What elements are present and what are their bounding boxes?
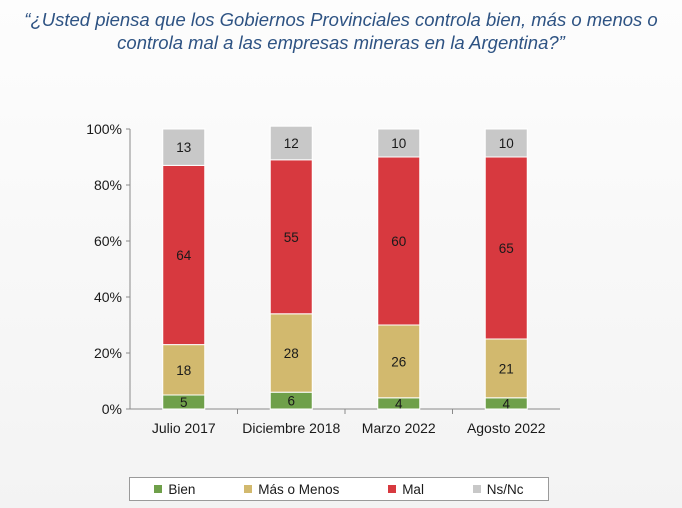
data-label-mas-o-menos: 18 xyxy=(176,363,191,378)
legend-swatch-mas-o-menos xyxy=(244,485,253,493)
bar-segment-ns-nc xyxy=(377,128,421,158)
data-label-mas-o-menos: 28 xyxy=(284,346,299,361)
stacked-bar-chart: 0% 20% 40% 60% 80% 100% 5 18 64 13 Julio 2017 6 28 55… xyxy=(86,121,560,436)
data-label-bien: 4 xyxy=(502,396,510,411)
data-label-ns-nc: 10 xyxy=(499,136,514,151)
bar-segment-mal xyxy=(484,156,528,340)
legend-label-mas-o-menos: Más o Menos xyxy=(258,481,340,497)
legend-swatch-ns-nc xyxy=(472,485,481,493)
chart-title: “¿Usted piensa que los Gobiernos Provinc… xyxy=(8,8,674,54)
legend-label-mal: Mal xyxy=(402,481,424,497)
y-tick-label: 20% xyxy=(94,345,122,361)
data-label-ns-nc: 12 xyxy=(284,136,299,151)
data-label-bien: 6 xyxy=(287,394,295,409)
data-label-mal: 60 xyxy=(391,234,406,249)
bar-segment-ns-nc xyxy=(162,128,206,166)
bar-segment-mas-o-menos xyxy=(484,338,528,399)
data-label-bien: 4 xyxy=(395,396,403,411)
y-tick-label: 100% xyxy=(86,121,122,137)
y-tick-label: 80% xyxy=(94,177,122,193)
bar-segment-mal xyxy=(269,159,313,315)
bar-segment-ns-nc xyxy=(484,128,528,158)
legend-item-bien: Bien xyxy=(154,482,195,497)
title-line-1: “¿Usted piensa que los Gobiernos Provinc… xyxy=(24,9,658,30)
legend-label-bien: Bien xyxy=(168,481,196,497)
y-tick-label: 60% xyxy=(94,233,122,249)
legend-item-ns-nc: Ns/Nc xyxy=(472,481,524,497)
data-label-mal: 65 xyxy=(499,241,514,256)
data-label-mal: 64 xyxy=(176,248,192,263)
bar-segment-mas-o-menos xyxy=(377,324,421,399)
data-label-ns-nc: 10 xyxy=(391,136,406,151)
legend-item-mal: Mal xyxy=(388,482,424,497)
bar-segment-mas-o-menos xyxy=(162,344,206,396)
chart-legend: Bien Más o Menos Mal Ns/Nc xyxy=(129,477,549,501)
legend-item-mas-o-menos: Más o Menos xyxy=(244,482,339,497)
title-line-2: controla mal a las empresas mineras en l… xyxy=(117,32,565,53)
bar-segment-mas-o-menos xyxy=(269,313,313,393)
legend-label-ns-nc: Ns/Nc xyxy=(486,481,524,497)
x-tick-label: Diciembre 2018 xyxy=(242,420,340,436)
data-label-mas-o-menos: 26 xyxy=(391,354,406,369)
legend-swatch-mal xyxy=(388,485,397,493)
y-tick-label: 0% xyxy=(102,401,122,417)
x-tick-label: Marzo 2022 xyxy=(362,420,436,436)
bar-segment-ns-nc xyxy=(269,125,313,161)
bar-segment-mal xyxy=(162,164,206,346)
x-tick-label: Julio 2017 xyxy=(152,420,216,436)
data-label-ns-nc: 13 xyxy=(176,140,191,155)
data-label-mas-o-menos: 21 xyxy=(499,361,514,376)
legend-swatch-bien xyxy=(154,485,163,493)
x-tick-label: Agosto 2022 xyxy=(467,420,546,436)
data-label-bien: 5 xyxy=(180,395,188,410)
y-tick-label: 40% xyxy=(94,289,122,305)
data-label-mal: 55 xyxy=(284,230,299,245)
